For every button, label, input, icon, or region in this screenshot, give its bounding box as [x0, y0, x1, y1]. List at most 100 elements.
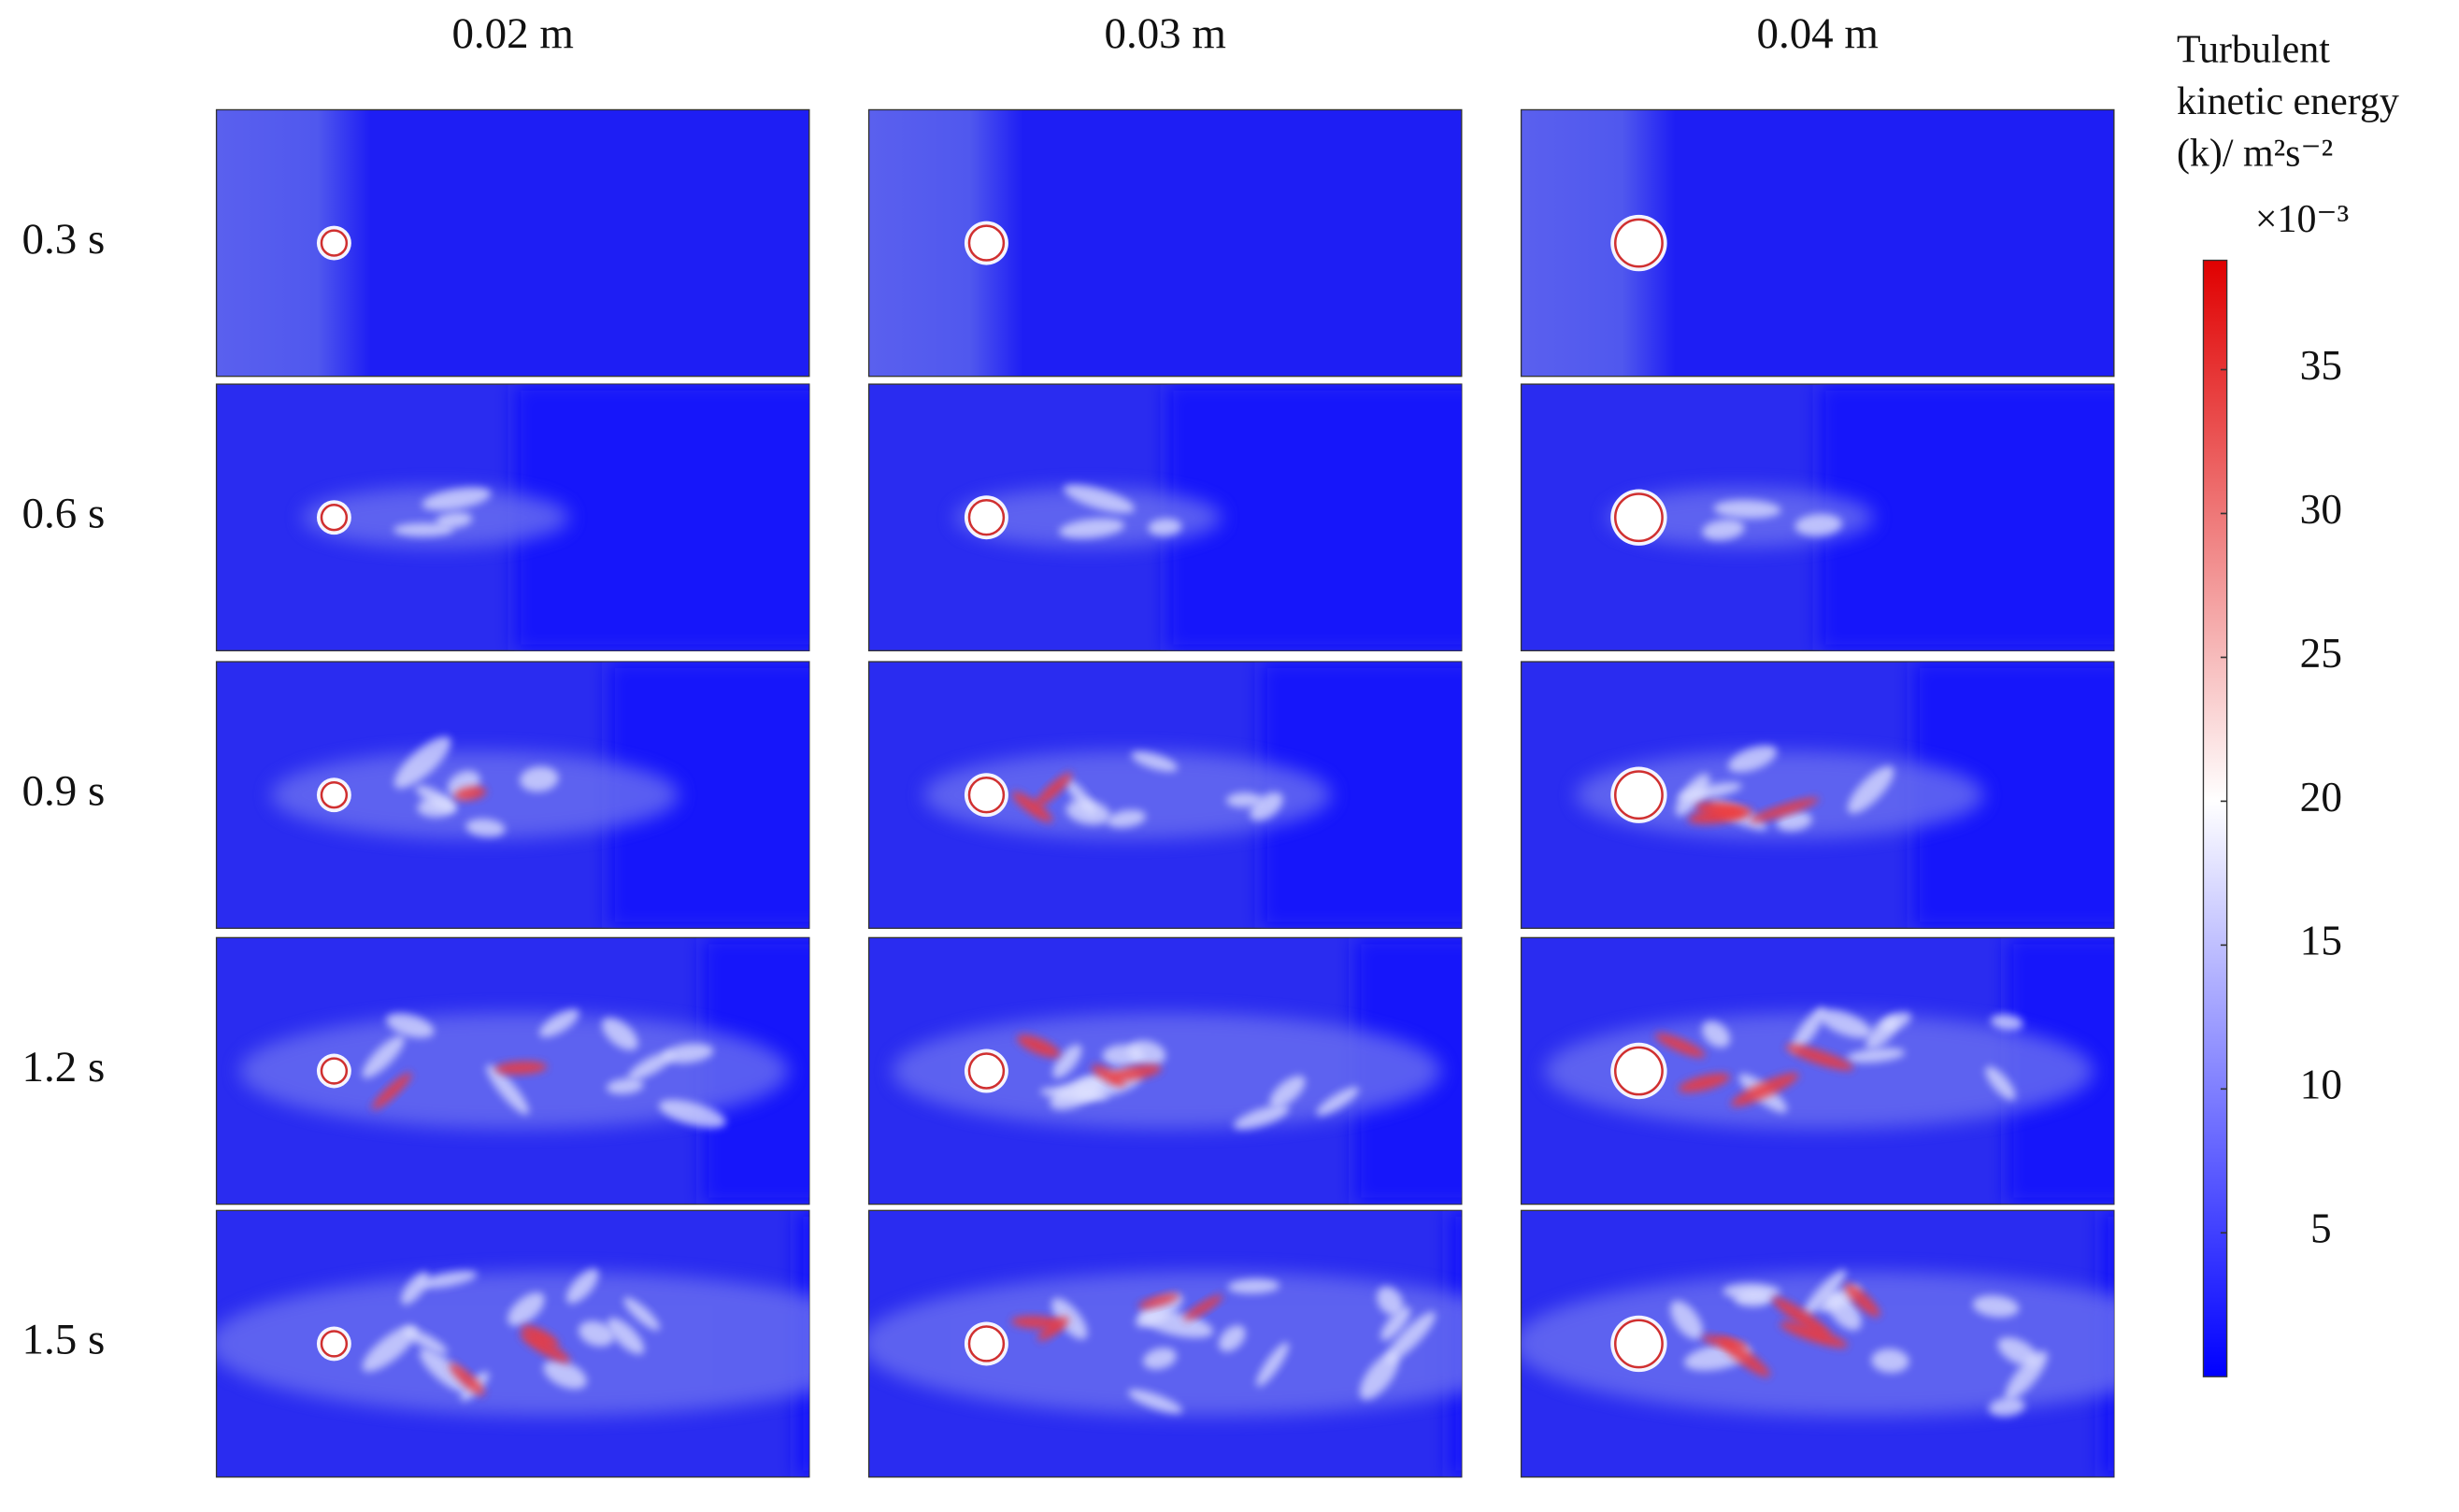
colorbar-tick-label: 15: [2300, 918, 2342, 964]
cylinder: [320, 229, 349, 257]
wake-vortex: [1723, 1283, 1780, 1301]
wake-vortex: [659, 1099, 726, 1128]
wake-vortex: [1065, 799, 1111, 825]
wake: [954, 384, 1462, 651]
wake-vortex: [1050, 1077, 1104, 1110]
wake-vortex: [608, 1318, 645, 1355]
wake-peak: [1844, 1283, 1880, 1318]
contour-panel: [867, 661, 1463, 929]
wake: [239, 937, 809, 1205]
wake-vortex: [401, 1272, 429, 1305]
wake-peak: [1730, 1073, 1799, 1106]
colorbar-tick-label: 10: [2300, 1062, 2342, 1108]
contour-panel: [215, 1209, 810, 1478]
contour-panel: [1520, 661, 2115, 929]
wake-peak: [521, 1325, 559, 1348]
wake-vortex: [1128, 1389, 1183, 1414]
contour-panel: [867, 1209, 1463, 1478]
wake-vortex: [1148, 518, 1182, 536]
colorbar: Turbulent kinetic energy (k)/ m²s⁻² ×10⁻³ 5 1…: [2177, 29, 2399, 1377]
wake-vortex: [1985, 1066, 2016, 1101]
wake-vortex: [1380, 1306, 1411, 1341]
wake-vortex: [1997, 1337, 2039, 1366]
contour-panel: [215, 661, 810, 929]
wake: [868, 1210, 1462, 1477]
cylinder: [320, 781, 349, 809]
wake-vortex: [422, 487, 492, 511]
colorbar-multiplier: ×10⁻³: [2255, 198, 2349, 241]
wake-vortex: [1131, 750, 1179, 772]
wake-vortex: [1219, 1325, 1246, 1352]
wake: [216, 1210, 809, 1477]
wake: [1576, 662, 2114, 929]
wake-peak: [1719, 1338, 1770, 1377]
wake-vortex: [1713, 500, 1781, 519]
wake-peak: [521, 1333, 570, 1363]
row-label: 1.2 s: [22, 1043, 106, 1091]
wake-glow: [923, 750, 1332, 839]
wake-vortex: [601, 1018, 638, 1050]
wake-vortex: [543, 1360, 587, 1390]
wake-peak: [1749, 797, 1820, 822]
wake-glow: [868, 1271, 1462, 1417]
wake-vortex: [663, 1043, 714, 1063]
contour-panel: [215, 936, 810, 1205]
wake-vortex: [415, 785, 456, 812]
wake-vortex: [1871, 1348, 1909, 1374]
wake-vortex: [1136, 1293, 1183, 1328]
wake-glow: [1521, 1271, 2114, 1417]
colorbar-tick-label: 5: [2310, 1205, 2332, 1252]
wake-vortex: [362, 1035, 405, 1078]
wake-vortex: [1051, 1298, 1088, 1340]
labels: 0.02 m 0.3 s 0.6 s 0.9 s 1.2 s 1.5 s 0.03 m 0.0…: [22, 9, 1879, 1364]
contour-panel: [1520, 383, 2115, 652]
wake-vortex: [1791, 1006, 1825, 1053]
row-label: 0.6 s: [22, 489, 106, 537]
wake-vortex: [606, 1078, 644, 1094]
wake-vortex: [1107, 809, 1147, 828]
colorbar-title: (k)/ m²s⁻²: [2177, 132, 2333, 175]
wake-vortex: [628, 1051, 674, 1080]
contour-panel: [215, 383, 810, 652]
wake-peak: [1110, 1064, 1162, 1081]
colorbar-tick-label: 20: [2300, 774, 2342, 820]
wake-peak: [1654, 1033, 1706, 1058]
cylinder: [1614, 1319, 1664, 1369]
wake-vortex: [1316, 1087, 1359, 1116]
wake-vortex: [1250, 792, 1283, 821]
wake-vortex: [1052, 1044, 1082, 1078]
wake-vortex: [486, 1064, 529, 1115]
wake-vortex: [539, 1009, 579, 1037]
wake-vortex: [1127, 1040, 1166, 1066]
column-label: 0.04 m: [1756, 9, 1878, 58]
wake-vortex: [1143, 1348, 1177, 1370]
cylinder: [1614, 770, 1664, 820]
contour-panel: [867, 936, 1463, 1205]
cylinder: [320, 1330, 349, 1358]
wake-vortex: [1866, 1016, 1899, 1049]
wake-vortex: [1972, 1295, 2020, 1318]
contour-panel: [215, 108, 810, 378]
wake-vortex: [1802, 1269, 1847, 1317]
panel-background: [1520, 108, 2115, 378]
wake-vortex: [1776, 811, 1812, 832]
colorbar-title: kinetic energy: [2177, 80, 2399, 123]
wake-vortex: [1233, 1105, 1290, 1130]
wake: [302, 384, 809, 651]
wake-vortex: [623, 1297, 660, 1331]
wake: [1607, 384, 2114, 651]
wake-peak: [372, 1072, 412, 1110]
wake: [1610, 214, 1667, 272]
cylinder: [967, 224, 1006, 262]
panels: [215, 108, 2115, 1478]
wake-vortex: [508, 1292, 545, 1326]
front: [2101, 1210, 2114, 1477]
wake-peak: [1785, 1044, 1854, 1071]
wake-vortex: [362, 1325, 418, 1372]
wake-vortex: [1846, 1048, 1906, 1063]
front: [1913, 662, 2114, 929]
wake-peak: [1034, 772, 1073, 808]
wake: [964, 221, 1008, 265]
wake-peak: [494, 1061, 548, 1075]
wake: [923, 662, 1462, 929]
